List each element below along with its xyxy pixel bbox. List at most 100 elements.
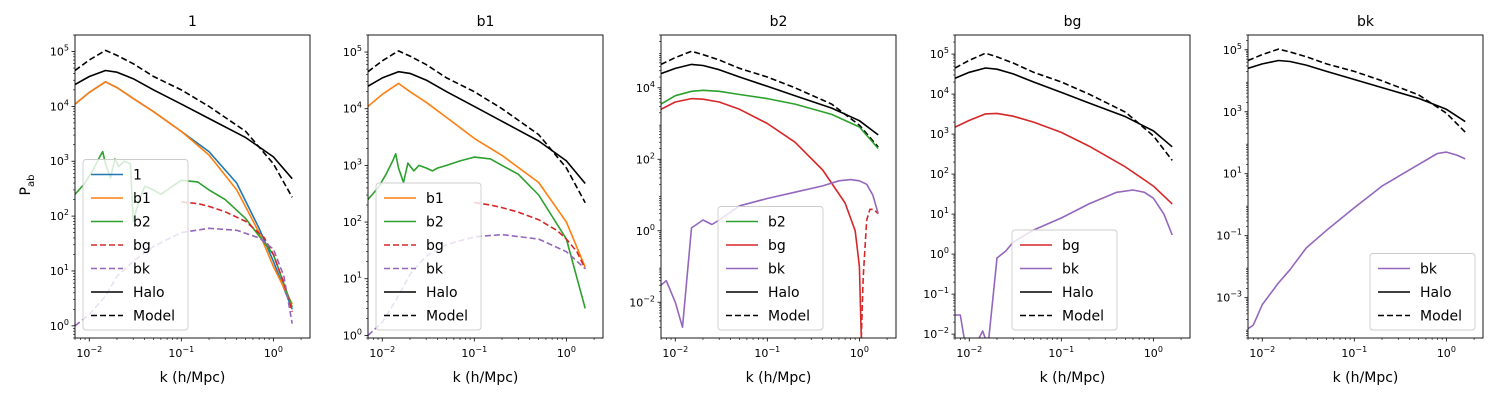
series-line-bg [661,97,863,338]
legend-label: Model [133,309,175,325]
series-line-bg [474,201,586,270]
x-tick-label: 10−1 [1341,345,1367,360]
y-tick-label: 104 [50,98,69,113]
y-tick-label: 10−1 [923,286,949,301]
x-tick-label: 10−1 [1048,345,1074,360]
legend-box [1369,253,1476,331]
x-axis-label: k (h/Mpc) [1040,370,1106,386]
x-tick-label: 10−1 [754,345,780,360]
series-line-bg [181,201,293,313]
legend-label: 1 [133,168,142,184]
y-tick-label: 105 [1223,42,1242,57]
legend-label: Halo [768,285,800,301]
y-tick-label: 100 [50,318,69,333]
series-line-model [955,52,1173,161]
legend-box [717,206,824,331]
x-tick-label: 10−1 [168,345,194,360]
axes-frame [954,34,1191,339]
y-tick-label: 100 [343,327,362,342]
legend-label: bk [1062,262,1080,278]
legend-box [1011,229,1118,331]
x-tick-label: 100 [264,345,283,360]
x-tick-label: 100 [557,345,576,360]
x-tick-label: 10−1 [461,345,487,360]
chart-title: bk [1357,14,1375,30]
legend-box [82,159,189,331]
y-tick-label: 100 [636,223,655,238]
y-tick-label: 103 [50,153,69,168]
x-axis-label: k (h/Mpc) [1333,370,1399,386]
series-group [368,50,586,336]
y-tick-label: 10−2 [629,294,655,309]
legend-label: bk [426,262,444,278]
chart-title: 1 [188,14,197,30]
x-axis-label: k (h/Mpc) [160,370,226,386]
series-line-halo [368,70,586,185]
legend-label: bk [768,262,786,278]
panel-5: bk k (h/Mpc) 10−2 10−1 100 10−3 10−1 101 103 105 b… [1216,14,1484,386]
legend-label: bg [133,238,151,254]
series-line-model [75,49,293,198]
series-line-bg [860,208,879,338]
y-tick-label: 104 [930,86,949,101]
panel-2: b1 k (h/Mpc) 10−2 10−1 100 100 101 102 103 104 105… [343,14,604,386]
legend-label: Model [768,309,810,325]
y-tick-label: 103 [343,157,362,172]
legend: b1 b2 bg bk Halo Model [375,182,482,331]
series-group [661,50,879,338]
chart-title: bg [1064,14,1082,30]
y-tick-label: 105 [930,46,949,61]
x-tick-label: 100 [1144,345,1163,360]
legend-label: bg [1062,238,1080,254]
y-axis-label-main: P [18,187,34,195]
y-tick-label: 101 [50,263,69,278]
y-tick-label: 104 [343,101,362,116]
x-tick-label: 100 [850,345,869,360]
series-line-b1 [368,82,586,268]
series-line-halo [955,67,1173,148]
series-line-bk [1248,151,1466,330]
legend-label: Model [426,309,468,325]
y-tick-label: 101 [930,206,949,221]
y-tick-label: 100 [930,246,949,261]
y-tick-label: 105 [50,44,69,59]
panel-1: 1 k (h/Mpc) 10−2 10−1 100 100 101 102 103 104 105 1… [50,14,311,386]
series-line-model [368,50,586,204]
panel-3: b2k (h/Mpc)10−2 10−1 10010−2100102104b2bgb… [629,14,897,386]
legend: b2 bg bk Halo Model [717,206,824,331]
series-line-halo [1248,59,1466,123]
series-line-b2 [368,153,586,309]
legend-label: Halo [1062,285,1094,301]
x-tick-label: 10−2 [76,345,102,360]
y-tick-label: 102 [50,208,69,223]
legend-label: Model [1062,309,1104,325]
series-line-model [661,50,879,148]
y-tick-label: 104 [636,80,655,95]
legend-label: b2 [768,215,786,231]
axes-frame [367,34,604,339]
x-axis-label: k (h/Mpc) [746,370,812,386]
legend-label: b2 [133,215,151,231]
x-tick-label: 10−2 [369,345,395,360]
x-tick-label: 10−2 [956,345,982,360]
y-axis-label-sub: ab [26,175,37,187]
y-tick-label: 102 [343,214,362,229]
panel-4: bg k (h/Mpc) 10−2 10−1 100 10−2 10−1 100 101 102 1… [923,14,1191,386]
legend-label: Halo [426,285,458,301]
series-line-bg [955,112,1173,205]
chart-title: b2 [770,14,788,30]
legend-label: Halo [1420,285,1452,301]
legend-label: bg [426,238,444,254]
y-tick-label: 103 [1223,104,1242,119]
y-axis-label: Pab [18,175,37,196]
legend-label: b1 [426,191,444,207]
series-line-halo [661,63,879,136]
y-tick-label: 105 [343,44,362,59]
legend: bg bk Halo Model [1011,229,1118,331]
x-tick-label: 10−2 [1249,345,1275,360]
legend: 1 b1 b2 bg bk Halo Model [82,159,189,331]
x-tick-label: 100 [1437,345,1456,360]
series-line-model [1248,48,1466,133]
x-axis-label: k (h/Mpc) [453,370,519,386]
